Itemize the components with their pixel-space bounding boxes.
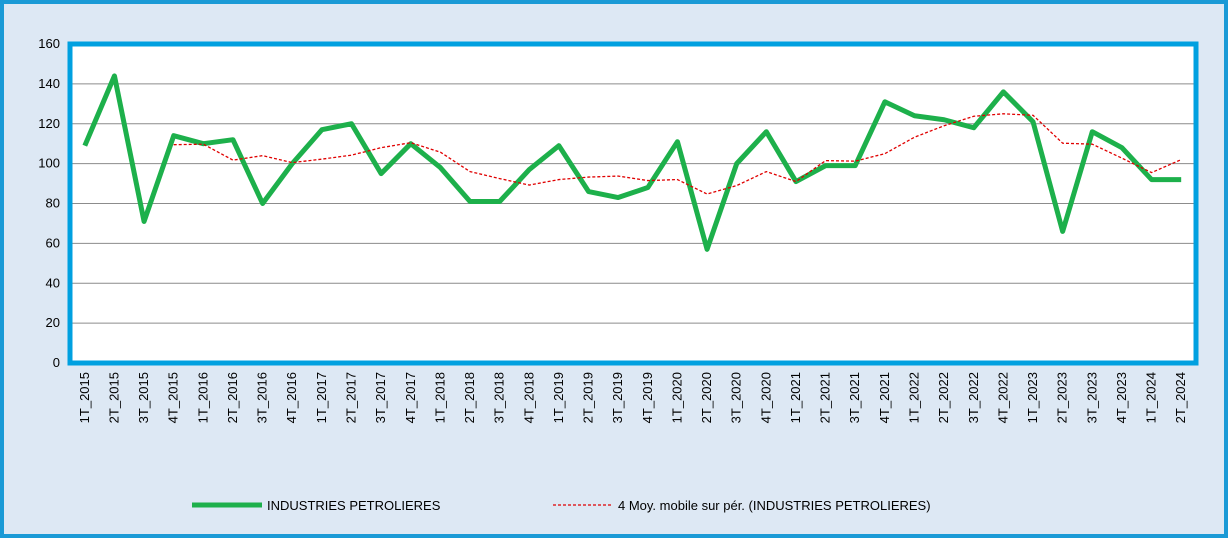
y-tick-label: 160 bbox=[38, 36, 60, 51]
plot-border bbox=[67, 41, 1199, 366]
x-tick-label: 3T_2017 bbox=[373, 372, 388, 423]
y-tick-label: 40 bbox=[46, 275, 60, 290]
x-tick-label: 1T_2018 bbox=[432, 372, 447, 423]
x-tick-label: 2T_2024 bbox=[1173, 372, 1188, 423]
x-tick-label: 3T_2015 bbox=[136, 372, 151, 423]
x-tick-label: 4T_2020 bbox=[758, 372, 773, 423]
x-tick-label: 3T_2016 bbox=[255, 372, 270, 423]
x-tick-label: 3T_2020 bbox=[729, 372, 744, 423]
x-tick-label: 3T_2018 bbox=[492, 372, 507, 423]
y-tick-label: 0 bbox=[53, 355, 60, 370]
x-tick-label: 3T_2023 bbox=[1084, 372, 1099, 423]
x-tick-label: 1T_2016 bbox=[195, 372, 210, 423]
x-tick-label: 3T_2019 bbox=[610, 372, 625, 423]
x-tick-label: 1T_2021 bbox=[788, 372, 803, 423]
y-tick-label: 80 bbox=[46, 196, 60, 211]
y-tick-label: 20 bbox=[46, 315, 60, 330]
x-tick-label: 4T_2017 bbox=[403, 372, 418, 423]
y-tick-label: 120 bbox=[38, 116, 60, 131]
x-tick-label: 4T_2018 bbox=[521, 372, 536, 423]
x-tick-label: 4T_2022 bbox=[995, 372, 1010, 423]
x-tick-label: 2T_2022 bbox=[936, 372, 951, 423]
x-tick-label: 1T_2022 bbox=[907, 372, 922, 423]
legend-label: 4 Moy. mobile sur pér. (INDUSTRIES PETRO… bbox=[618, 498, 931, 513]
x-tick-label: 2T_2015 bbox=[106, 372, 121, 423]
x-tick-label: 4T_2021 bbox=[877, 372, 892, 423]
x-tick-label: 1T_2023 bbox=[1025, 372, 1040, 423]
x-tick-label: 4T_2016 bbox=[284, 372, 299, 423]
x-tick-label: 3T_2021 bbox=[847, 372, 862, 423]
x-tick-label: 1T_2024 bbox=[1144, 372, 1159, 423]
x-tick-label: 1T_2017 bbox=[314, 372, 329, 423]
x-tick-label: 1T_2020 bbox=[669, 372, 684, 423]
x-tick-label: 4T_2019 bbox=[640, 372, 655, 423]
series-line bbox=[82, 73, 1182, 252]
x-tick-label: 1T_2019 bbox=[551, 372, 566, 423]
x-tick-label: 3T_2022 bbox=[966, 372, 981, 423]
series-line bbox=[173, 113, 1182, 195]
x-tick-label: 2T_2021 bbox=[818, 372, 833, 423]
x-tick-label: 4T_2015 bbox=[166, 372, 181, 423]
x-tick-label: 4T_2023 bbox=[1114, 372, 1129, 423]
legend-label: INDUSTRIES PETROLIERES bbox=[267, 498, 441, 513]
y-tick-label: 60 bbox=[46, 235, 60, 250]
y-tick-label: 100 bbox=[38, 156, 60, 171]
x-tick-label: 2T_2018 bbox=[462, 372, 477, 423]
x-tick-label: 2T_2020 bbox=[699, 372, 714, 423]
x-tick-label: 2T_2016 bbox=[225, 372, 240, 423]
x-tick-label: 2T_2023 bbox=[1055, 372, 1070, 423]
y-tick-label: 140 bbox=[38, 76, 60, 91]
x-tick-label: 1T_2015 bbox=[77, 372, 92, 423]
x-tick-label: 2T_2019 bbox=[581, 372, 596, 423]
x-tick-label: 2T_2017 bbox=[344, 372, 359, 423]
